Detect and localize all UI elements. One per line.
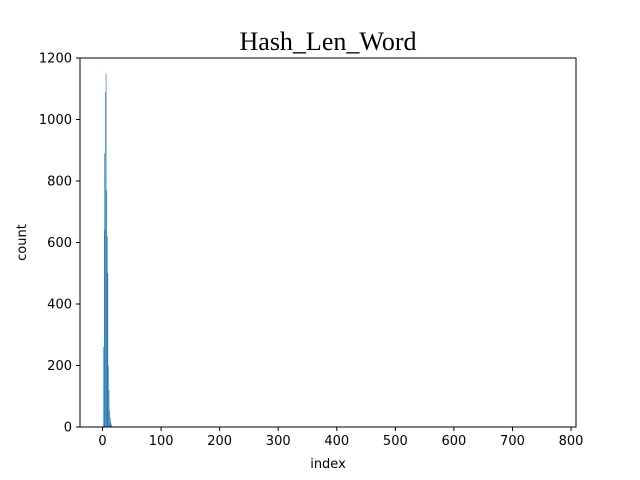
x-tick-label: 100 [149,434,174,449]
chart-title: Hash_Len_Word [240,27,417,56]
y-axis: 0 200 400 600 800 1000 1200 [39,52,80,436]
plot-frame [80,58,576,427]
histogram-bar [108,273,109,427]
histogram-bar [106,73,107,427]
x-tick-label: 200 [207,434,232,449]
histogram-bar [104,153,105,427]
x-axis-label: index [310,457,346,472]
x-tick-label: 600 [441,434,466,449]
x-tick-label: 400 [324,434,349,449]
x-tick-label: 500 [383,434,408,449]
y-tick-label: 0 [64,421,72,436]
y-tick-label: 800 [47,175,72,190]
histogram-bar [107,236,108,427]
x-tick-label: 800 [559,434,584,449]
y-tick-label: 1000 [39,113,72,128]
histogram-bar [103,347,104,427]
y-tick-label: 200 [47,359,72,374]
y-axis-label: count [15,224,30,261]
x-tick-label: 300 [266,434,291,449]
y-tick-label: 600 [47,236,72,251]
histogram-bar [106,190,107,427]
histogram-bar [108,366,109,428]
x-tick-label: 0 [98,434,106,449]
histogram-bar [109,390,110,427]
histogram-bar [109,410,110,427]
y-tick-label: 400 [47,298,72,313]
histogram-bar [110,422,111,427]
x-tick-label: 700 [500,434,525,449]
histogram-bar [110,418,111,427]
y-tick-label: 1200 [39,52,72,67]
histogram-bar [105,230,106,427]
bars-group [103,73,112,427]
histogram-bar [105,92,106,427]
x-axis: 0 100 200 300 400 500 600 700 800 [98,427,583,449]
